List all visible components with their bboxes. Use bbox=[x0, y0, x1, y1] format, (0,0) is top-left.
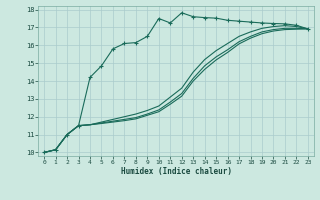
X-axis label: Humidex (Indice chaleur): Humidex (Indice chaleur) bbox=[121, 167, 231, 176]
